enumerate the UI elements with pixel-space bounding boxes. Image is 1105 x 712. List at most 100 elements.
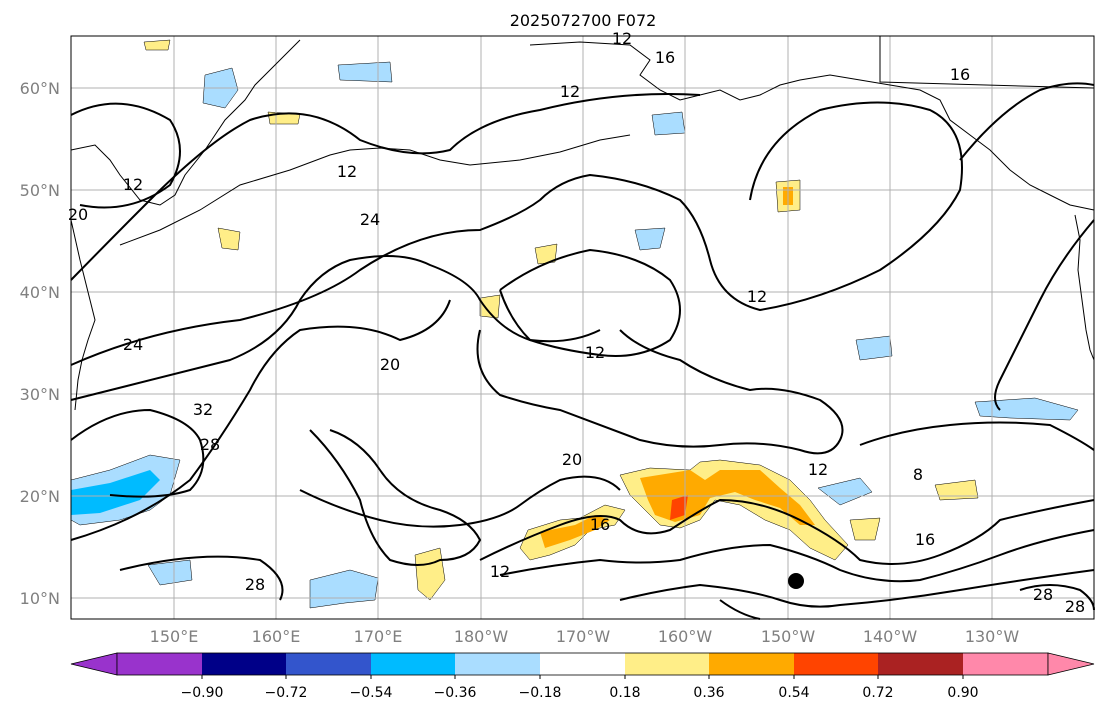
lat-label: 20°N [20,487,60,506]
lon-label: 160°W [658,627,713,646]
colorbar-tick-label: −0.36 [434,685,477,701]
contour-lines [70,82,1095,620]
colorbar-extend-low [70,652,118,676]
positive-region [540,515,610,548]
positive-region [670,495,688,520]
colorbar-tick-label: 0.54 [778,685,809,701]
contour-line [70,102,181,209]
na-west-coast [1074,214,1095,361]
contour-line [859,421,1095,451]
colorbar-ticks: −0.90 −0.72 −0.54 −0.36 −0.18 0.18 0.36 0.54 0.7… [181,675,979,701]
contour-line [119,555,284,601]
contour-label: 28 [245,575,265,594]
contour-label: 28 [1033,585,1053,604]
contour-label: 20 [562,450,582,469]
colorbar: −0.90 −0.72 −0.54 −0.36 −0.18 0.18 0.36 0.54 0.7… [70,652,1095,701]
colorbar-segment [202,653,286,675]
lon-label: 150°W [761,627,816,646]
colorbar-extend-high [1047,652,1095,676]
lon-label: 160°E [252,627,301,646]
contour-label: 28 [1065,597,1085,616]
negative-region [634,227,666,251]
positive-region [849,517,881,541]
contour-line [476,329,844,455]
negative-region [337,61,393,83]
contour-line [479,498,1095,565]
colorbar-tick-label: 0.72 [862,685,893,701]
lat-label: 40°N [20,283,60,302]
contour-label: 24 [360,210,380,229]
contour-label: 12 [337,162,357,181]
colorbar-segment [455,653,540,675]
contour-label: 12 [490,562,510,581]
contour-label: 16 [915,530,935,549]
colorbar-segment [963,653,1048,675]
contour-label: 16 [590,515,610,534]
negative-region [817,477,873,506]
contour-label: 20 [380,355,400,374]
canada-border [879,36,1095,89]
colorbar-tick-label: −0.54 [350,685,393,701]
contour-label: 12 [585,343,605,362]
contour-label: 12 [560,82,580,101]
lat-label: 30°N [20,385,60,404]
alaska-coast [529,41,1095,211]
contour-line [70,255,601,401]
negative-region [974,397,1079,421]
lat-label: 50°N [20,181,60,200]
contour-label: 16 [655,48,675,67]
positive-region [934,479,979,501]
colorbar-tick-label: 0.36 [693,685,724,701]
coastlines [70,36,1095,411]
colorbar-tick-label: 0.18 [609,685,640,701]
colorbar-segments [116,652,1049,676]
positive-region [534,243,558,265]
positive-region [217,227,241,251]
negative-region [71,470,160,515]
contour-line [719,599,761,620]
colorbar-tick-label: −0.72 [265,685,308,701]
aleutian-chain [119,134,631,246]
colorbar-segment [117,653,202,675]
colorbar-segment [794,653,878,675]
positive-region [143,39,171,51]
latitude-labels: 60°N 50°N 40°N 30°N 20°N 10°N [20,79,60,608]
contour-line [70,101,963,366]
lon-label: 170°W [556,627,611,646]
colorbar-segment [540,653,625,675]
colorbar-segment [709,653,794,675]
contour-label: 24 [123,335,143,354]
lat-label: 60°N [20,79,60,98]
lon-label: 180°W [454,627,509,646]
contour-line [299,475,621,528]
contour-line [309,429,482,566]
contour-label: 8 [913,465,923,484]
negative-region [147,559,193,586]
contour-label: 12 [747,287,767,306]
contour-label: 12 [808,460,828,479]
contour-line [70,408,205,498]
contour-label: 32 [193,400,213,419]
contour-labels: 12 16 12 16 12 12 24 20 24 12 20 12 32 2… [68,29,1085,616]
map-frame [70,35,1095,620]
contour-line [499,248,681,357]
longitude-labels: 150°E 160°E 170°E 180°W 170°W 160°W 150°… [150,627,1020,646]
contour-line [959,82,1095,161]
lon-label: 150°E [150,627,199,646]
contour-line [499,529,1095,583]
contour-line [619,569,1095,608]
contour-label: 16 [950,65,970,84]
lon-label: 170°E [354,627,403,646]
colorbar-segment [878,653,963,675]
negative-region [855,335,893,361]
asia-coast [70,219,96,411]
contour-label: 28 [200,435,220,454]
contour-label: 20 [68,205,88,224]
contour-line [70,299,451,541]
kamchatka-coast [70,39,301,206]
colorbar-tick-label: −0.90 [181,685,224,701]
map-title: 2025072700 F072 [510,11,657,30]
positive-region [479,294,501,319]
contour-label: 12 [123,175,143,194]
